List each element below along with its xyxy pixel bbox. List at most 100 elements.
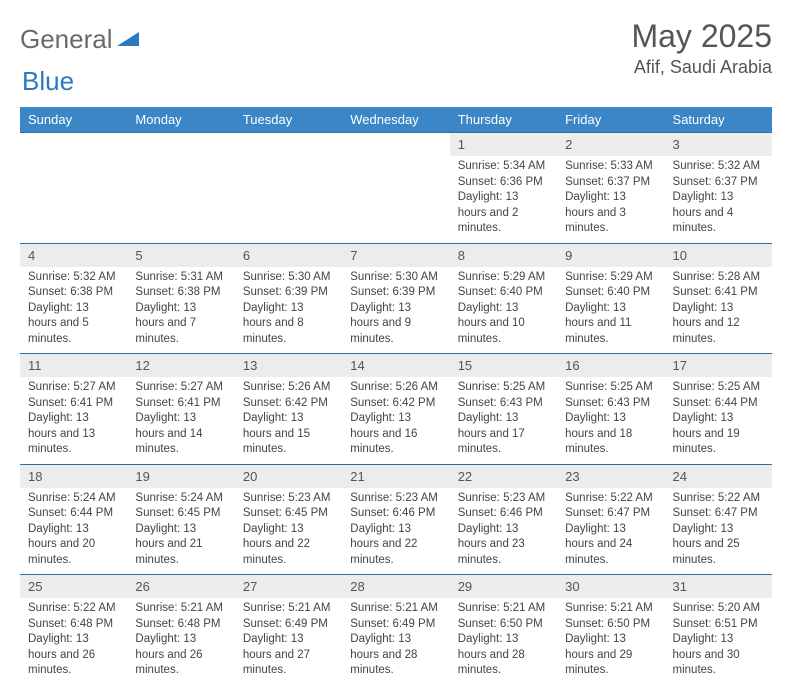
- day-text: Sunrise: 5:23 AMSunset: 6:45 PMDaylight:…: [235, 488, 342, 575]
- calendar-cell: 7Sunrise: 5:30 AMSunset: 6:39 PMDaylight…: [342, 243, 449, 354]
- day-text: Sunrise: 5:31 AMSunset: 6:38 PMDaylight:…: [127, 267, 234, 354]
- day-number: 15: [450, 354, 557, 377]
- calendar-cell: 14Sunrise: 5:26 AMSunset: 6:42 PMDayligh…: [342, 354, 449, 465]
- weekday-header: Tuesday: [235, 107, 342, 133]
- day-number: 8: [450, 244, 557, 267]
- calendar-body: ........1Sunrise: 5:34 AMSunset: 6:36 PM…: [20, 133, 772, 685]
- day-text: Sunrise: 5:29 AMSunset: 6:40 PMDaylight:…: [450, 267, 557, 354]
- day-number: 14: [342, 354, 449, 377]
- day-number: 18: [20, 465, 127, 488]
- calendar-cell: 6Sunrise: 5:30 AMSunset: 6:39 PMDaylight…: [235, 243, 342, 354]
- calendar-cell: ..: [127, 133, 234, 244]
- day-number: 24: [665, 465, 772, 488]
- day-text: Sunrise: 5:25 AMSunset: 6:44 PMDaylight:…: [665, 377, 772, 464]
- day-number: 12: [127, 354, 234, 377]
- calendar-cell: 10Sunrise: 5:28 AMSunset: 6:41 PMDayligh…: [665, 243, 772, 354]
- logo: General: [20, 24, 141, 55]
- day-text: Sunrise: 5:21 AMSunset: 6:48 PMDaylight:…: [127, 598, 234, 685]
- day-text: Sunrise: 5:24 AMSunset: 6:44 PMDaylight:…: [20, 488, 127, 575]
- calendar-cell: 31Sunrise: 5:20 AMSunset: 6:51 PMDayligh…: [665, 575, 772, 685]
- calendar-cell: 9Sunrise: 5:29 AMSunset: 6:40 PMDaylight…: [557, 243, 664, 354]
- day-text: Sunrise: 5:25 AMSunset: 6:43 PMDaylight:…: [557, 377, 664, 464]
- day-number: 5: [127, 244, 234, 267]
- calendar-cell: 23Sunrise: 5:22 AMSunset: 6:47 PMDayligh…: [557, 464, 664, 575]
- title-block: May 2025 Afif, Saudi Arabia: [631, 18, 772, 78]
- day-text: Sunrise: 5:27 AMSunset: 6:41 PMDaylight:…: [20, 377, 127, 464]
- day-text: Sunrise: 5:33 AMSunset: 6:37 PMDaylight:…: [557, 156, 664, 243]
- calendar-cell: 3Sunrise: 5:32 AMSunset: 6:37 PMDaylight…: [665, 133, 772, 244]
- day-number: 3: [665, 133, 772, 156]
- logo-text-general: General: [20, 24, 113, 55]
- calendar-cell: ..: [342, 133, 449, 244]
- day-text: Sunrise: 5:32 AMSunset: 6:37 PMDaylight:…: [665, 156, 772, 243]
- day-number: 4: [20, 244, 127, 267]
- day-text: Sunrise: 5:21 AMSunset: 6:50 PMDaylight:…: [450, 598, 557, 685]
- day-text: Sunrise: 5:23 AMSunset: 6:46 PMDaylight:…: [450, 488, 557, 575]
- weekday-header: Saturday: [665, 107, 772, 133]
- weekday-header: Monday: [127, 107, 234, 133]
- day-text: Sunrise: 5:28 AMSunset: 6:41 PMDaylight:…: [665, 267, 772, 354]
- day-text: Sunrise: 5:22 AMSunset: 6:47 PMDaylight:…: [665, 488, 772, 575]
- calendar-cell: 13Sunrise: 5:26 AMSunset: 6:42 PMDayligh…: [235, 354, 342, 465]
- calendar-cell: 19Sunrise: 5:24 AMSunset: 6:45 PMDayligh…: [127, 464, 234, 575]
- day-text: Sunrise: 5:22 AMSunset: 6:47 PMDaylight:…: [557, 488, 664, 575]
- day-number: 22: [450, 465, 557, 488]
- day-text: Sunrise: 5:25 AMSunset: 6:43 PMDaylight:…: [450, 377, 557, 464]
- day-number: 21: [342, 465, 449, 488]
- calendar-cell: 4Sunrise: 5:32 AMSunset: 6:38 PMDaylight…: [20, 243, 127, 354]
- calendar-cell: 28Sunrise: 5:21 AMSunset: 6:49 PMDayligh…: [342, 575, 449, 685]
- day-text: Sunrise: 5:20 AMSunset: 6:51 PMDaylight:…: [665, 598, 772, 685]
- day-number: 6: [235, 244, 342, 267]
- day-text: Sunrise: 5:29 AMSunset: 6:40 PMDaylight:…: [557, 267, 664, 354]
- day-text: Sunrise: 5:26 AMSunset: 6:42 PMDaylight:…: [342, 377, 449, 464]
- calendar-cell: 20Sunrise: 5:23 AMSunset: 6:45 PMDayligh…: [235, 464, 342, 575]
- day-text: Sunrise: 5:34 AMSunset: 6:36 PMDaylight:…: [450, 156, 557, 243]
- day-text: Sunrise: 5:26 AMSunset: 6:42 PMDaylight:…: [235, 377, 342, 464]
- day-number: 7: [342, 244, 449, 267]
- day-text: Sunrise: 5:21 AMSunset: 6:49 PMDaylight:…: [342, 598, 449, 685]
- calendar-table: SundayMondayTuesdayWednesdayThursdayFrid…: [20, 107, 772, 685]
- day-number: 25: [20, 575, 127, 598]
- calendar-cell: 18Sunrise: 5:24 AMSunset: 6:44 PMDayligh…: [20, 464, 127, 575]
- day-number: 11: [20, 354, 127, 377]
- calendar-cell: 16Sunrise: 5:25 AMSunset: 6:43 PMDayligh…: [557, 354, 664, 465]
- logo-wedge-icon: [117, 24, 139, 55]
- calendar-cell: 5Sunrise: 5:31 AMSunset: 6:38 PMDaylight…: [127, 243, 234, 354]
- calendar-cell: 17Sunrise: 5:25 AMSunset: 6:44 PMDayligh…: [665, 354, 772, 465]
- day-number: 29: [450, 575, 557, 598]
- weekday-header: Sunday: [20, 107, 127, 133]
- day-number: 30: [557, 575, 664, 598]
- calendar-row: 18Sunrise: 5:24 AMSunset: 6:44 PMDayligh…: [20, 464, 772, 575]
- day-number: 17: [665, 354, 772, 377]
- day-number: 2: [557, 133, 664, 156]
- calendar-cell: 29Sunrise: 5:21 AMSunset: 6:50 PMDayligh…: [450, 575, 557, 685]
- day-text: Sunrise: 5:21 AMSunset: 6:50 PMDaylight:…: [557, 598, 664, 685]
- day-number: 13: [235, 354, 342, 377]
- day-text: Sunrise: 5:22 AMSunset: 6:48 PMDaylight:…: [20, 598, 127, 685]
- calendar-row: 4Sunrise: 5:32 AMSunset: 6:38 PMDaylight…: [20, 243, 772, 354]
- calendar-row: 11Sunrise: 5:27 AMSunset: 6:41 PMDayligh…: [20, 354, 772, 465]
- day-text: Sunrise: 5:24 AMSunset: 6:45 PMDaylight:…: [127, 488, 234, 575]
- day-number: 16: [557, 354, 664, 377]
- day-number: 27: [235, 575, 342, 598]
- calendar-cell: 11Sunrise: 5:27 AMSunset: 6:41 PMDayligh…: [20, 354, 127, 465]
- month-title: May 2025: [631, 18, 772, 55]
- day-number: 1: [450, 133, 557, 156]
- calendar-cell: 27Sunrise: 5:21 AMSunset: 6:49 PMDayligh…: [235, 575, 342, 685]
- calendar-cell: 22Sunrise: 5:23 AMSunset: 6:46 PMDayligh…: [450, 464, 557, 575]
- calendar-cell: 1Sunrise: 5:34 AMSunset: 6:36 PMDaylight…: [450, 133, 557, 244]
- day-number: 10: [665, 244, 772, 267]
- day-number: 23: [557, 465, 664, 488]
- calendar-cell: 21Sunrise: 5:23 AMSunset: 6:46 PMDayligh…: [342, 464, 449, 575]
- weekday-header: Wednesday: [342, 107, 449, 133]
- calendar-cell: 2Sunrise: 5:33 AMSunset: 6:37 PMDaylight…: [557, 133, 664, 244]
- calendar-head: SundayMondayTuesdayWednesdayThursdayFrid…: [20, 107, 772, 133]
- day-text: Sunrise: 5:23 AMSunset: 6:46 PMDaylight:…: [342, 488, 449, 575]
- day-number: 9: [557, 244, 664, 267]
- calendar-cell: 15Sunrise: 5:25 AMSunset: 6:43 PMDayligh…: [450, 354, 557, 465]
- calendar-cell: 26Sunrise: 5:21 AMSunset: 6:48 PMDayligh…: [127, 575, 234, 685]
- day-number: 20: [235, 465, 342, 488]
- day-number: 28: [342, 575, 449, 598]
- location: Afif, Saudi Arabia: [631, 57, 772, 78]
- day-number: 31: [665, 575, 772, 598]
